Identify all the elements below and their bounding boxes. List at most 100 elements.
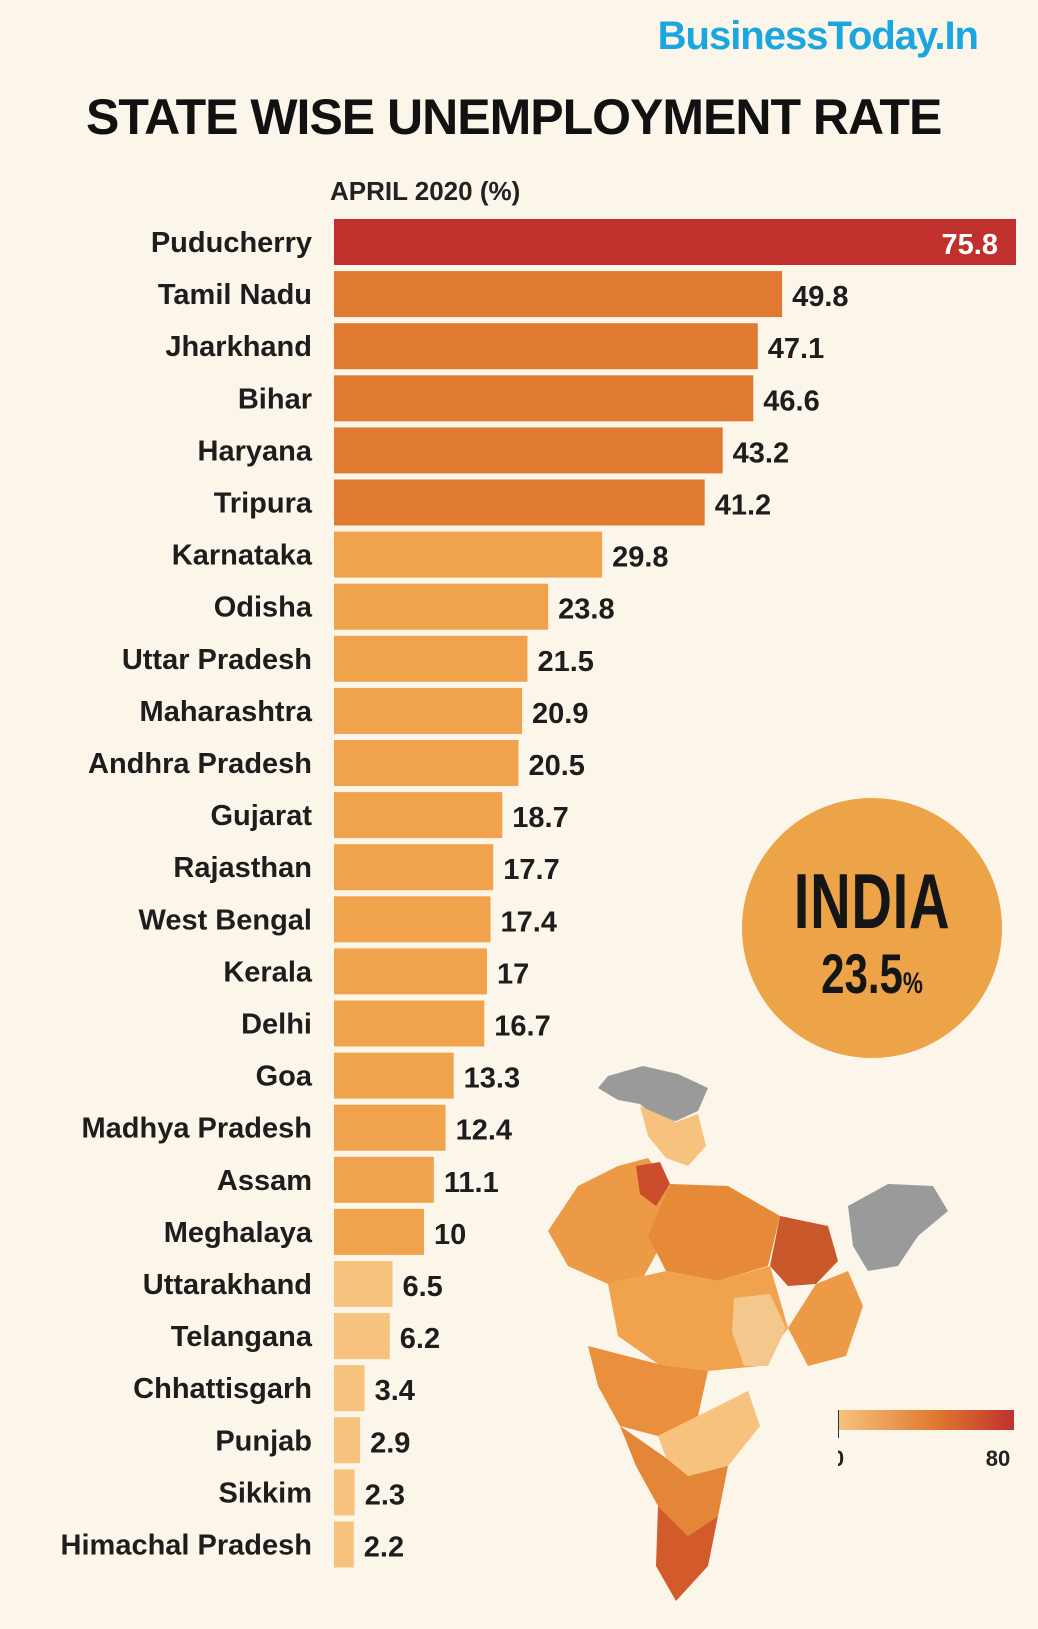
value-label: 29.8 bbox=[612, 542, 668, 574]
bar bbox=[334, 896, 491, 943]
value-label: 20.9 bbox=[532, 698, 588, 730]
bar bbox=[334, 1417, 361, 1464]
bar bbox=[334, 323, 758, 370]
bar bbox=[334, 1469, 355, 1516]
category-label: Punjab bbox=[215, 1425, 312, 1457]
chart-subtitle: APRIL 2020 (%) bbox=[330, 176, 521, 206]
value-label: 47.1 bbox=[768, 333, 824, 365]
value-label: 12.4 bbox=[456, 1115, 512, 1147]
bar bbox=[334, 740, 519, 786]
legend-gradient-bar bbox=[838, 1410, 1014, 1430]
india-label: INDIA bbox=[793, 857, 951, 945]
value-label: 43.2 bbox=[733, 437, 789, 469]
map-region-west bbox=[588, 1346, 708, 1436]
bar bbox=[334, 531, 603, 578]
category-label: Sikkim bbox=[219, 1477, 313, 1509]
category-label: Tripura bbox=[214, 488, 313, 520]
category-label: Meghalaya bbox=[164, 1217, 313, 1249]
bar bbox=[334, 1156, 434, 1203]
category-label: Kerala bbox=[223, 956, 313, 988]
map-region-kashmir bbox=[598, 1066, 708, 1121]
bar bbox=[334, 1261, 393, 1307]
value-label: 75.8 bbox=[942, 229, 998, 261]
map-region-chhattisgarh bbox=[732, 1294, 786, 1366]
category-label: Uttar Pradesh bbox=[122, 644, 312, 676]
category-label: Uttarakhand bbox=[143, 1269, 312, 1301]
india-rate-badge: INDIA 23.5% bbox=[742, 798, 1002, 1058]
value-label: 20.5 bbox=[528, 750, 584, 782]
bar bbox=[334, 1365, 365, 1412]
bar bbox=[334, 1313, 390, 1360]
value-label: 17 bbox=[497, 958, 529, 990]
bar bbox=[334, 1104, 446, 1151]
bar bbox=[334, 479, 705, 526]
bar bbox=[334, 948, 487, 995]
chart-title: STATE WISE UNEMPLOYMENT RATE bbox=[86, 89, 942, 145]
value-label: 3.4 bbox=[375, 1375, 415, 1407]
bar bbox=[334, 1000, 485, 1047]
category-label: Puducherry bbox=[151, 227, 312, 259]
category-label: Assam bbox=[217, 1165, 312, 1197]
category-label: Haryana bbox=[198, 435, 313, 467]
bar bbox=[334, 687, 523, 734]
india-value-number: 23.5 bbox=[821, 942, 903, 1005]
value-label: 46.6 bbox=[763, 385, 819, 417]
bar bbox=[334, 635, 528, 682]
map-region-central-north bbox=[648, 1184, 780, 1281]
category-label: Odisha bbox=[214, 592, 313, 624]
category-label: Madhya Pradesh bbox=[82, 1113, 312, 1145]
value-label: 49.8 bbox=[792, 281, 848, 313]
value-label: 11.1 bbox=[444, 1167, 499, 1199]
category-label: Tamil Nadu bbox=[158, 279, 312, 311]
category-label: Goa bbox=[256, 1061, 313, 1093]
brand-logo: BusinessToday.In bbox=[657, 14, 979, 58]
bar bbox=[334, 792, 503, 839]
map-region-haryana bbox=[636, 1162, 670, 1206]
bar bbox=[334, 219, 1016, 265]
value-label: 16.7 bbox=[494, 1011, 550, 1043]
map-region-east bbox=[788, 1271, 863, 1366]
category-label: Jharkhand bbox=[165, 331, 312, 363]
value-label: 10 bbox=[434, 1219, 466, 1251]
value-label: 2.2 bbox=[364, 1532, 404, 1564]
india-value: 23.5% bbox=[775, 944, 970, 1014]
value-label: 2.3 bbox=[365, 1479, 405, 1511]
value-label: 18.7 bbox=[512, 802, 568, 834]
category-label: Telangana bbox=[171, 1321, 313, 1353]
legend-min-label: 0 bbox=[838, 1446, 844, 1471]
bar bbox=[334, 1208, 424, 1255]
bar bbox=[334, 375, 754, 422]
legend-max-label: 80 bbox=[986, 1446, 1010, 1471]
map-region-bihar bbox=[770, 1216, 838, 1286]
bar bbox=[334, 844, 494, 891]
value-label: 2.9 bbox=[370, 1427, 410, 1459]
map-region-northwest bbox=[548, 1158, 668, 1284]
bar bbox=[334, 583, 549, 630]
category-label: Himachal Pradesh bbox=[61, 1530, 312, 1562]
value-label: 41.2 bbox=[715, 490, 771, 522]
map-region-south-central bbox=[658, 1391, 760, 1476]
bar bbox=[334, 427, 723, 474]
category-label: Gujarat bbox=[210, 800, 312, 832]
india-value-unit: % bbox=[902, 967, 923, 1000]
category-label: Chhattisgarh bbox=[133, 1373, 312, 1405]
color-scale-legend: 0 80 bbox=[838, 1410, 1014, 1471]
map-region-north bbox=[640, 1106, 706, 1166]
map-region-tamil-nadu bbox=[656, 1506, 718, 1601]
value-label: 13.3 bbox=[464, 1063, 520, 1095]
value-label: 23.8 bbox=[558, 594, 614, 626]
map-region-south bbox=[620, 1426, 728, 1536]
category-label: Delhi bbox=[241, 1009, 312, 1041]
category-label: Karnataka bbox=[172, 540, 313, 572]
value-label: 21.5 bbox=[537, 646, 593, 678]
category-label: Bihar bbox=[238, 383, 312, 415]
value-label: 6.2 bbox=[400, 1323, 440, 1355]
map-region-northeast bbox=[848, 1184, 948, 1271]
india-map bbox=[548, 1066, 948, 1601]
bar bbox=[334, 1521, 354, 1568]
bar bbox=[334, 271, 783, 318]
bar bbox=[334, 1052, 454, 1099]
category-label: Andhra Pradesh bbox=[88, 748, 312, 780]
category-label: West Bengal bbox=[138, 904, 312, 936]
